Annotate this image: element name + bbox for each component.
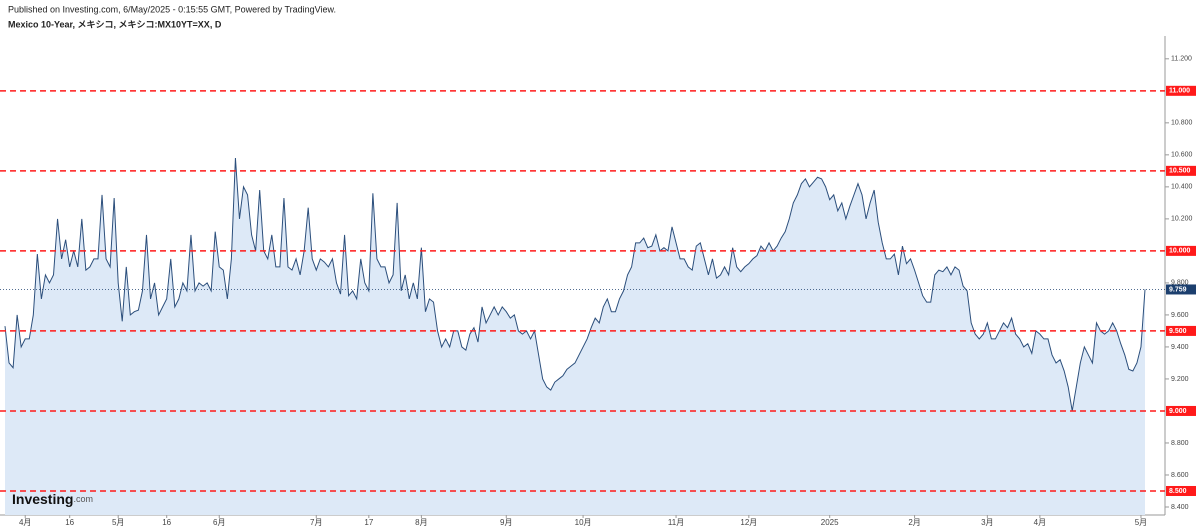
x-tick-label: 12月 [740,518,757,527]
x-tick-label: 11月 [668,518,684,527]
price-line [4,158,1146,412]
x-tick-label: 8月 [415,518,427,527]
x-tick-label: 2025 [821,518,839,527]
chart-title: Mexico 10-Year, メキシコ, メキシコ:MX10YT=XX, D [8,19,222,29]
level-label: 9.500 [1169,328,1187,335]
x-tick-label: 9月 [500,518,512,527]
x-tick-label: 5月 [112,518,124,527]
x-tick-label: 5月 [1135,518,1147,527]
y-tick-label: 8.400 [1171,504,1189,511]
x-tick-label: 16 [162,518,171,527]
x-tick-label: 4月 [1034,518,1046,527]
x-tick-label: 2月 [908,518,920,527]
y-tick-label: 9.600 [1171,312,1189,319]
level-label: 10.500 [1169,168,1191,175]
x-tick-label: 17 [364,518,373,527]
y-tick-label: 10.800 [1171,120,1193,127]
level-label-box [1166,325,1196,336]
level-label: 10.000 [1169,248,1191,255]
published-note: Published on Investing.com, 6/May/2025 -… [8,4,336,14]
logo: Investing.com [12,491,93,507]
y-tick-label: 10.600 [1171,152,1193,159]
level-label-box [1166,165,1196,176]
x-tick-label: 6月 [213,518,225,527]
level-label: 9.000 [1169,408,1187,415]
level-label: 11.000 [1169,88,1190,95]
y-tick-label: 8.800 [1171,440,1189,447]
last-value-label: 9.759 [1169,286,1187,293]
level-label: 8.500 [1169,488,1187,495]
x-tick-label: 16 [65,518,74,527]
x-tick-label: 3月 [981,518,993,527]
overlay: 8.400 8.600 8.800 9.200 9.400 9.600 9.800 10.20… [0,56,1196,527]
level-label-box [1166,405,1196,416]
x-tick-label: 4月 [19,518,31,527]
logo-name: Investing [12,491,73,507]
plot-area [4,158,1146,516]
logo-suffix: .com [73,494,93,504]
area-fill [5,158,1145,516]
last-value-box [1166,284,1196,295]
level-label-box [1166,485,1196,496]
y-tick-label: 10.200 [1171,216,1193,223]
y-tick-label: 8.600 [1171,472,1189,479]
x-tick-label: 7月 [310,518,322,527]
y-tick-label: 9.800 [1171,280,1189,287]
y-tick-label: 9.200 [1171,376,1189,383]
y-tick-label: 11.200 [1171,56,1192,63]
x-tick-label: 10月 [575,518,592,527]
y-tick-label: 10.400 [1171,184,1193,191]
y-tick-label: 9.400 [1171,344,1189,351]
level-label-box [1166,245,1196,256]
level-label-box [1166,85,1196,96]
